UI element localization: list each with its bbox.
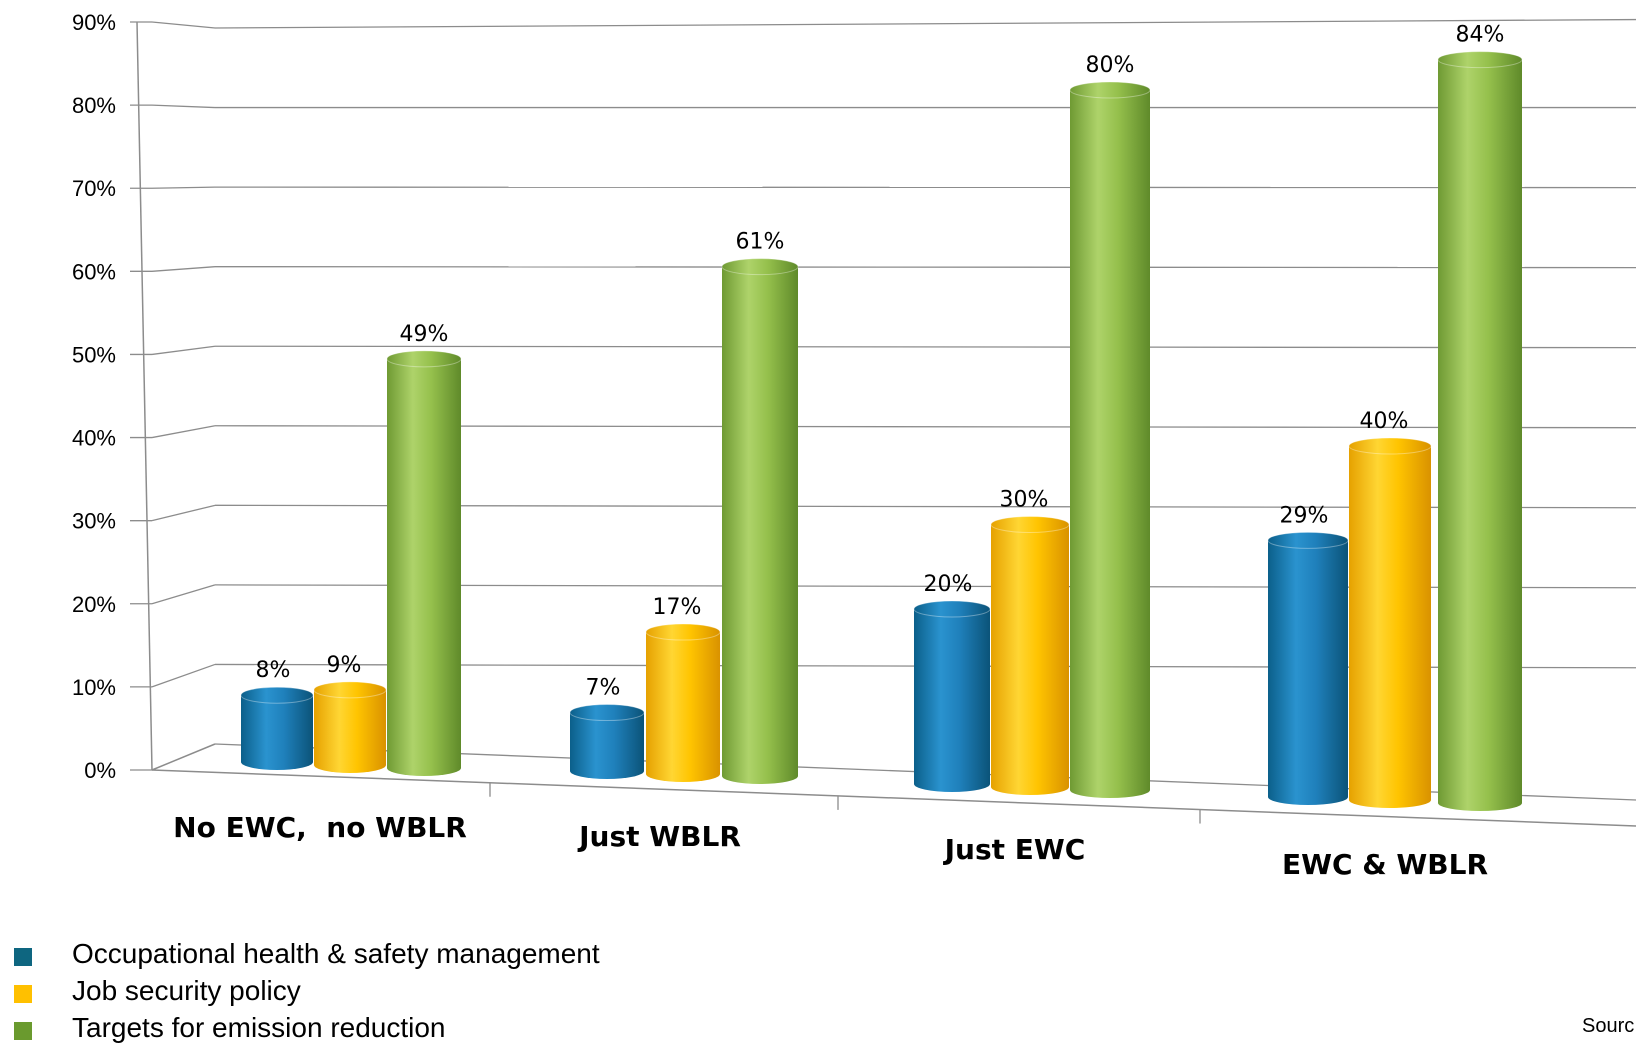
bar-top: [722, 259, 798, 275]
bar: [1438, 52, 1522, 811]
gridline-side: [152, 187, 215, 188]
bar-top: [1070, 82, 1150, 98]
data-label: 61%: [736, 230, 785, 255]
gridline-side: [152, 22, 215, 28]
x-category-label: Just WBLR: [577, 820, 741, 853]
source-note: Sourc: [1582, 1015, 1634, 1038]
legend-label: Job security policy: [72, 975, 301, 1007]
x-category-label: EWC & WBLR: [1282, 848, 1488, 881]
bar-body: [722, 267, 798, 784]
bar: [1070, 82, 1150, 798]
bar: [1349, 438, 1431, 808]
bar-body: [387, 359, 461, 776]
y-axis: [137, 22, 152, 770]
bar-body: [570, 713, 644, 779]
y-tick-label: 30%: [72, 509, 116, 534]
y-tick-label: 60%: [72, 259, 116, 284]
data-label: 8%: [256, 658, 291, 683]
bar-body: [314, 690, 386, 773]
y-tick-label: 0%: [84, 758, 116, 783]
data-label: 7%: [586, 676, 621, 701]
gridline-side: [152, 585, 215, 604]
y-tick-label: 80%: [72, 93, 116, 118]
data-label: 17%: [653, 595, 702, 620]
bar-top: [991, 517, 1069, 533]
y-tick-label: 90%: [72, 10, 116, 35]
data-label: 84%: [1456, 23, 1505, 48]
gridline-side: [152, 664, 215, 686]
gridline-side: [152, 346, 215, 354]
bar-body: [1349, 446, 1431, 808]
gridline: [215, 267, 1636, 268]
y-tick-label: 50%: [72, 342, 116, 367]
data-label: 30%: [1000, 488, 1049, 513]
y-tick-label: 70%: [72, 176, 116, 201]
data-label: 40%: [1360, 409, 1409, 434]
bar: [646, 624, 720, 782]
legend-swatch: [14, 948, 32, 966]
data-label: 9%: [327, 653, 362, 678]
data-label: 49%: [400, 322, 449, 347]
bar-top: [1268, 532, 1348, 548]
bar-body: [646, 632, 720, 782]
bar: [914, 601, 990, 792]
bar: [1268, 532, 1348, 805]
bar: [991, 517, 1069, 796]
legend-swatch: [14, 1022, 32, 1040]
bar-top: [1438, 52, 1522, 68]
gridline-side: [152, 267, 215, 272]
x-category-label: Just EWC: [943, 833, 1086, 866]
bar-body: [1268, 540, 1348, 805]
bar-top: [314, 682, 386, 698]
y-tick-label: 20%: [72, 592, 116, 617]
bar: [314, 682, 386, 773]
bar-top: [914, 601, 990, 617]
bar: [387, 351, 461, 776]
legend-swatch: [14, 985, 32, 1003]
bar-body: [241, 695, 313, 770]
gridline-side: [152, 505, 215, 520]
y-tick-label: 10%: [72, 675, 116, 700]
bar: [241, 687, 313, 770]
y-tick-label: 40%: [72, 426, 116, 451]
data-label: 80%: [1086, 53, 1135, 78]
data-label: 20%: [924, 572, 973, 597]
data-label: 29%: [1280, 503, 1329, 528]
bar-body: [914, 609, 990, 792]
bars: [241, 52, 1522, 811]
bar-top: [1349, 438, 1431, 454]
gridline-side: [152, 426, 215, 438]
bar: [722, 259, 798, 784]
gridline: [215, 20, 1636, 28]
bar: [570, 705, 644, 779]
legend-label: Targets for emission reduction: [72, 1012, 446, 1044]
bar-body: [1070, 90, 1150, 798]
x-category-label: No EWC, no WBLR: [173, 811, 467, 844]
gridline-side: [152, 105, 215, 107]
bar-top: [570, 705, 644, 721]
bar-body: [1438, 60, 1522, 811]
bar-top: [646, 624, 720, 640]
bar-top: [241, 687, 313, 703]
bar-top: [387, 351, 461, 367]
floor-edge: [152, 744, 215, 770]
legend-label: Occupational health & safety management: [72, 938, 600, 970]
bar-body: [991, 525, 1069, 796]
